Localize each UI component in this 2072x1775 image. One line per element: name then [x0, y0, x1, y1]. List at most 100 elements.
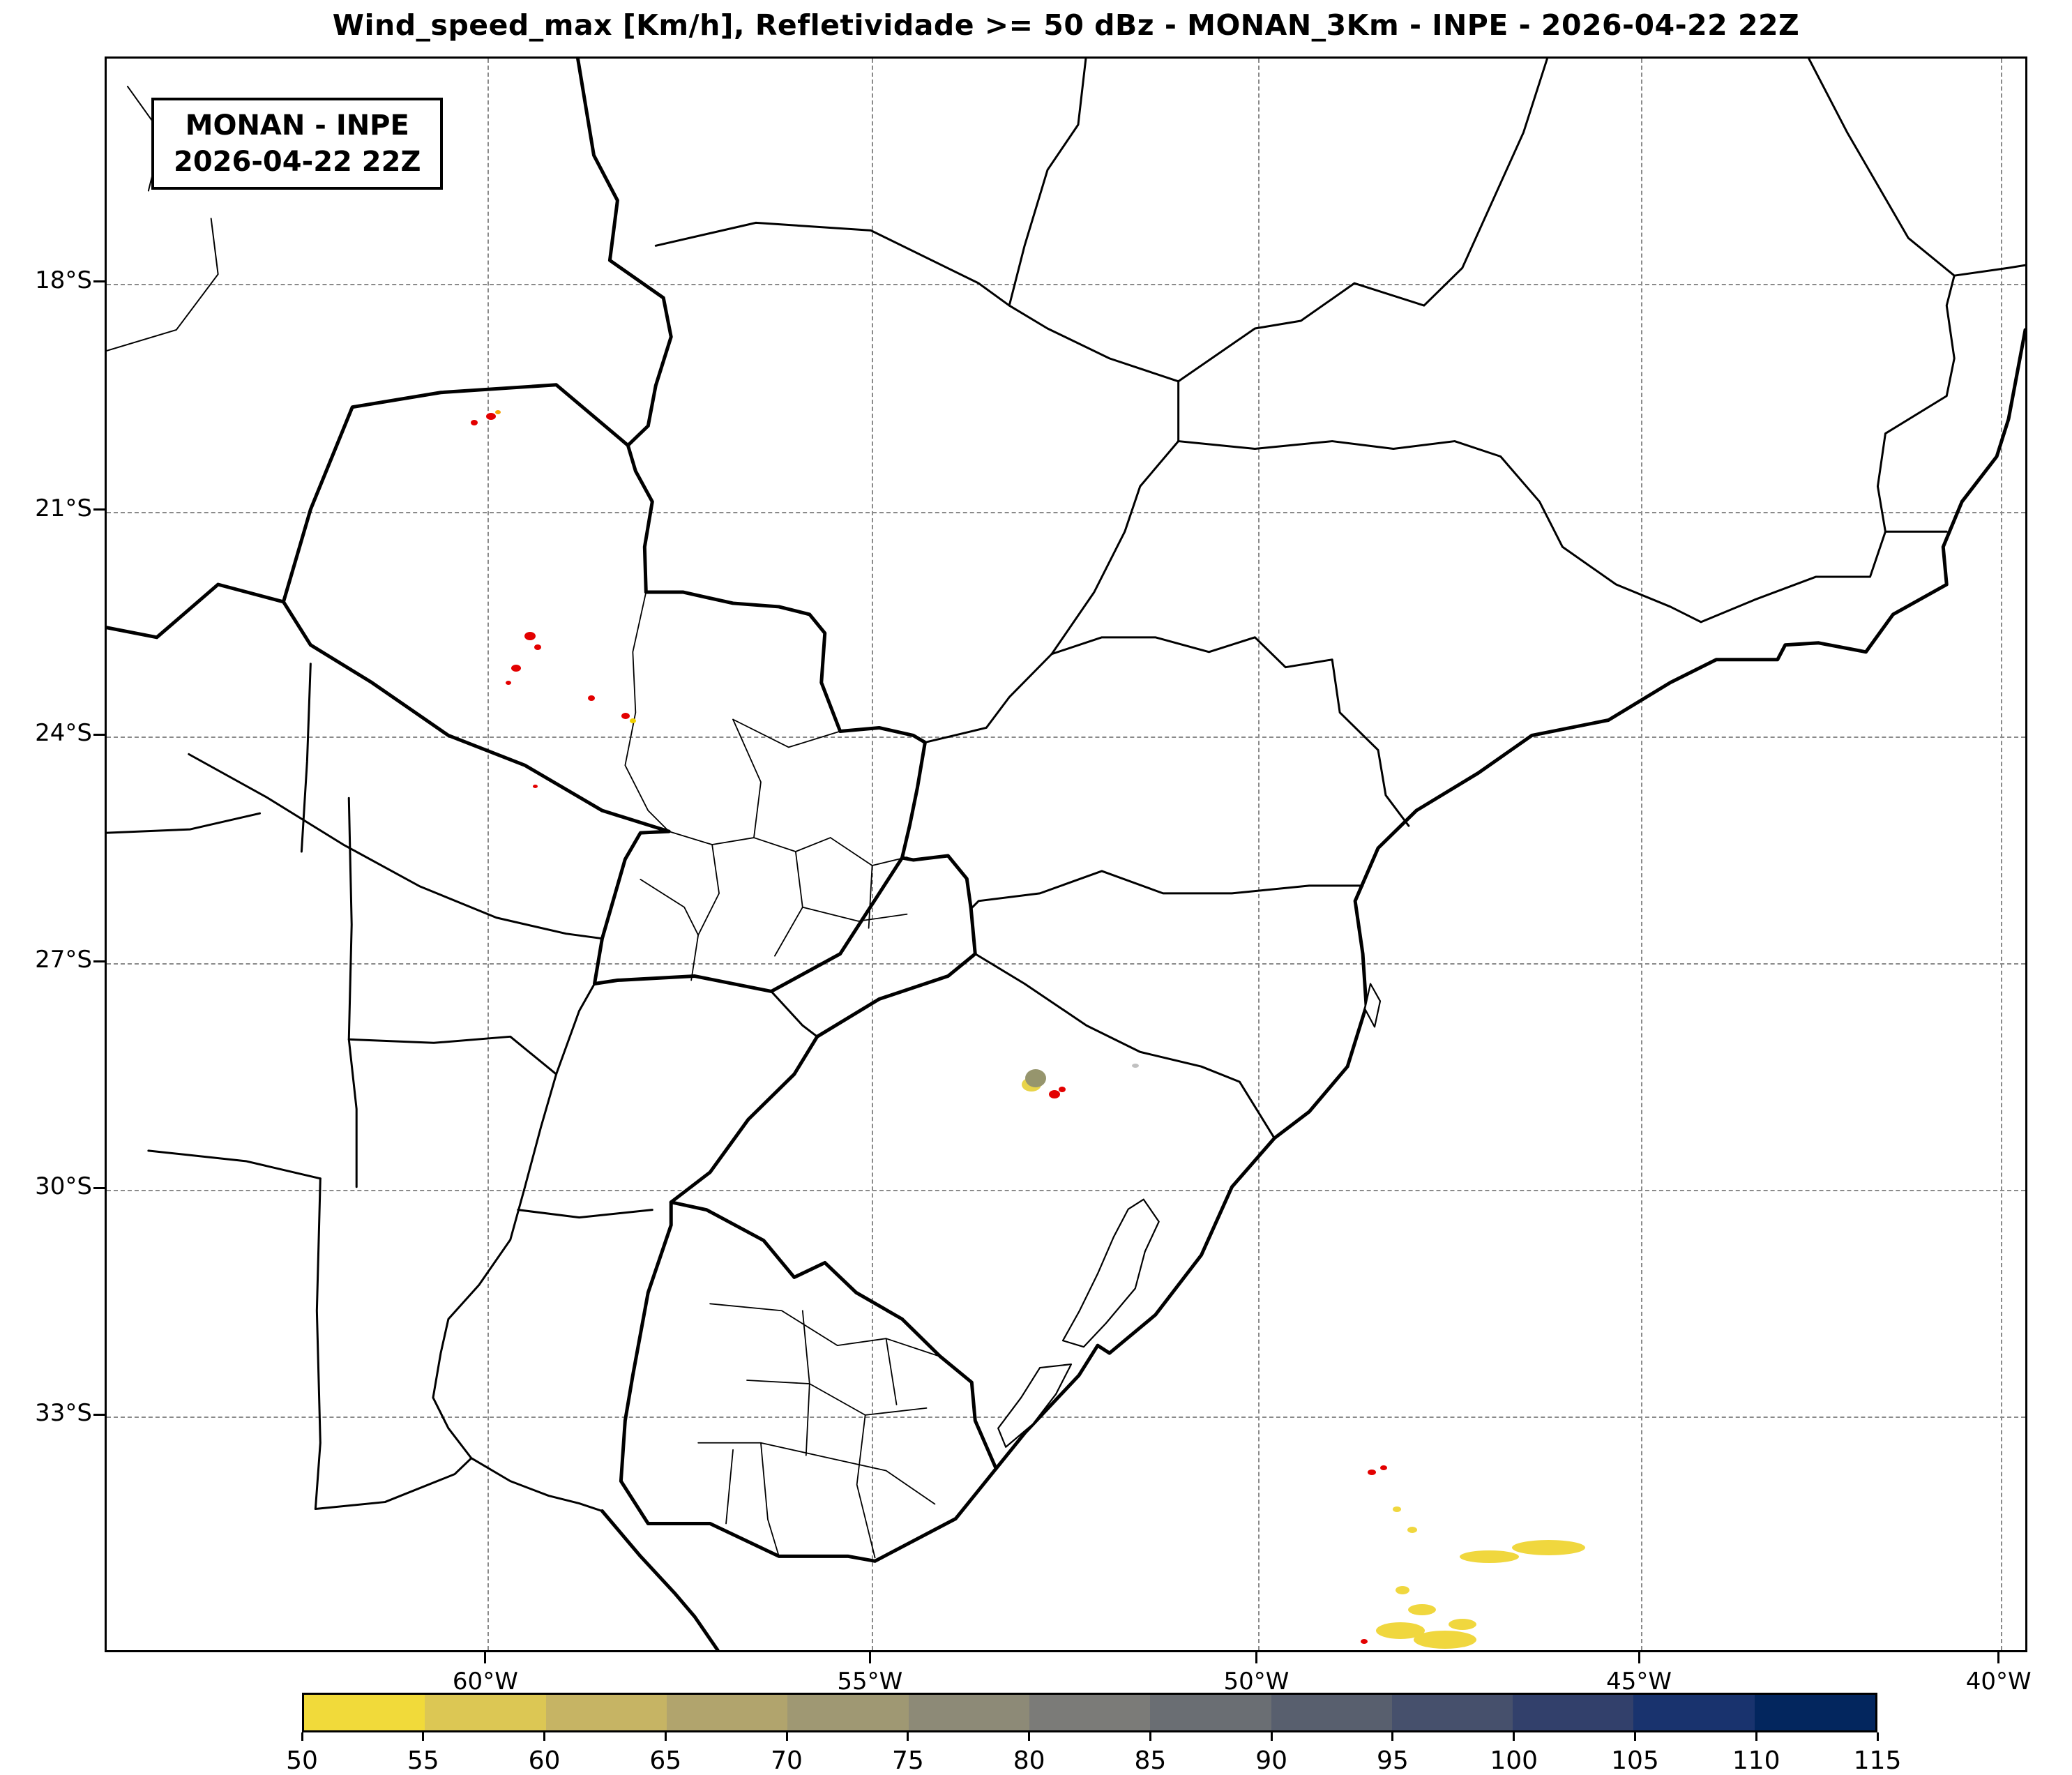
colorbar-tickmark [1270, 1732, 1273, 1741]
argentina-south-coast-path [600, 1509, 720, 1650]
wind-speed-blob [495, 409, 501, 414]
colorbar-segment [787, 1695, 909, 1730]
lon-gridline [1258, 59, 1260, 1650]
wind-speed-blob [1368, 1470, 1377, 1476]
colorbar-tick-label: 55 [407, 1746, 439, 1775]
colorbar-tickmark [1876, 1732, 1879, 1741]
lat-tickmark [93, 1413, 105, 1416]
lat-tick-label: 24°S [35, 719, 92, 748]
colorbar-tick-label: 105 [1611, 1746, 1659, 1775]
lat-tick-label: 21°S [35, 494, 92, 522]
colorbar-tickmark [422, 1732, 425, 1741]
wind-speed-blob [1459, 1550, 1519, 1564]
lat-tickmark [93, 280, 105, 283]
lon-tick-label: 60°W [452, 1668, 518, 1695]
colorbar-tick-label: 65 [649, 1746, 682, 1775]
lat-tickmark [93, 733, 105, 736]
lon-tickmark [484, 1652, 487, 1663]
lat-tickmark [93, 508, 105, 511]
colorbar-tickmark [301, 1732, 303, 1741]
colorbar-tick-label: 50 [286, 1746, 318, 1775]
wind-speed-blob [629, 718, 636, 724]
lagoa-dos-patos [1061, 1198, 1160, 1348]
wind-speed-blob [621, 713, 630, 720]
lon-tick-label: 40°W [1965, 1668, 2032, 1695]
wind-speed-blob [1448, 1618, 1476, 1630]
colorbar-tick-label: 110 [1732, 1746, 1780, 1775]
lagoons [997, 983, 1382, 1448]
lon-tickmark [868, 1652, 871, 1663]
brazil-uruguay-border-path [669, 1200, 998, 1471]
lagoa-mirim [997, 1363, 1073, 1448]
wind-speed-blob [1131, 1063, 1139, 1068]
lat-tick-label: 33°S [35, 1399, 92, 1428]
brazil-state-borders [654, 59, 2025, 1140]
wind-speed-blob [1396, 1586, 1410, 1595]
lat-tick-label: 30°S [35, 1172, 92, 1201]
wind-speed-blob [1413, 1631, 1476, 1649]
wind-speed-blob [506, 680, 512, 685]
lon-gridline [1641, 59, 1643, 1650]
lat-gridline [107, 737, 2025, 739]
colorbar-tick-label: 115 [1853, 1746, 1902, 1775]
colorbar-segment [1513, 1695, 1634, 1730]
colorbar-tickmark [1149, 1732, 1151, 1741]
colorbar-segment [666, 1695, 788, 1730]
wind-speed-blob [511, 665, 522, 672]
lon-gridline [487, 59, 489, 1650]
lat-tickmark [93, 960, 105, 962]
wind-speed-blob [524, 632, 536, 641]
wind-speed-blob [1407, 1527, 1417, 1534]
colorbar-tickmark [1633, 1732, 1636, 1741]
lat-gridline [107, 511, 2025, 513]
wind-speed-blob [587, 695, 595, 702]
colorbar-tickmark [1028, 1732, 1031, 1741]
info-box: MONAN - INPE 2026-04-22 22Z [151, 98, 444, 190]
paraguay-department-borders [624, 591, 908, 981]
wind-speed-blob [1024, 1069, 1046, 1088]
colorbar-tickmark [907, 1732, 909, 1741]
colorbar-tick-label: 80 [1013, 1746, 1045, 1775]
lon-tick-label: 55°W [837, 1668, 903, 1695]
lon-gridline [2000, 59, 2002, 1650]
map-plot-area: MONAN - INPE 2026-04-22 22Z [105, 56, 2027, 1652]
wind-speed-blob [1407, 1603, 1436, 1615]
colorbar-tick-label: 100 [1490, 1746, 1538, 1775]
colorbar-tickmark [664, 1732, 667, 1741]
info-box-model: MONAN - INPE [185, 109, 409, 142]
colorbar [302, 1693, 1877, 1732]
wind-speed-blob [1361, 1639, 1368, 1645]
wind-speed-blob [1392, 1506, 1401, 1512]
colorbar-tick-label: 90 [1255, 1746, 1288, 1775]
colorbar-tickmark [785, 1732, 788, 1741]
colorbar-segment [908, 1695, 1029, 1730]
colorbar-segment [425, 1695, 546, 1730]
colorbar-tickmark [1513, 1732, 1515, 1741]
lat-gridline [107, 283, 2025, 285]
colorbar-tickmark [1391, 1732, 1394, 1741]
lat-gridline [107, 1190, 2025, 1192]
uruguay-department-borders [697, 1303, 939, 1559]
colorbar-tick-label: 75 [891, 1746, 924, 1775]
wind-speed-blob [1049, 1089, 1061, 1098]
wind-speed-blob [534, 644, 541, 651]
wind-speed-blob [1379, 1465, 1387, 1470]
lon-tick-label: 45°W [1606, 1668, 1672, 1695]
wind-speed-blob [1512, 1539, 1586, 1555]
lon-tickmark [1997, 1652, 2000, 1663]
colorbar-segment [1754, 1695, 1876, 1730]
lat-gridline [107, 963, 2025, 965]
lon-tickmark [1638, 1652, 1640, 1663]
colorbar-segment [1271, 1695, 1392, 1730]
florianopolis-island [1363, 983, 1382, 1028]
lon-gridline [872, 59, 874, 1650]
info-box-datetime: 2026-04-22 22Z [174, 146, 421, 178]
wind-speed-blob [486, 412, 497, 420]
coastline-path [281, 328, 2025, 1563]
bolivia-brazil-border-path [576, 59, 673, 448]
lat-tick-label: 27°S [35, 946, 92, 974]
map-borders-svg [107, 59, 2025, 1650]
colorbar-segment [1029, 1695, 1151, 1730]
wind-speed-blob [470, 419, 478, 425]
